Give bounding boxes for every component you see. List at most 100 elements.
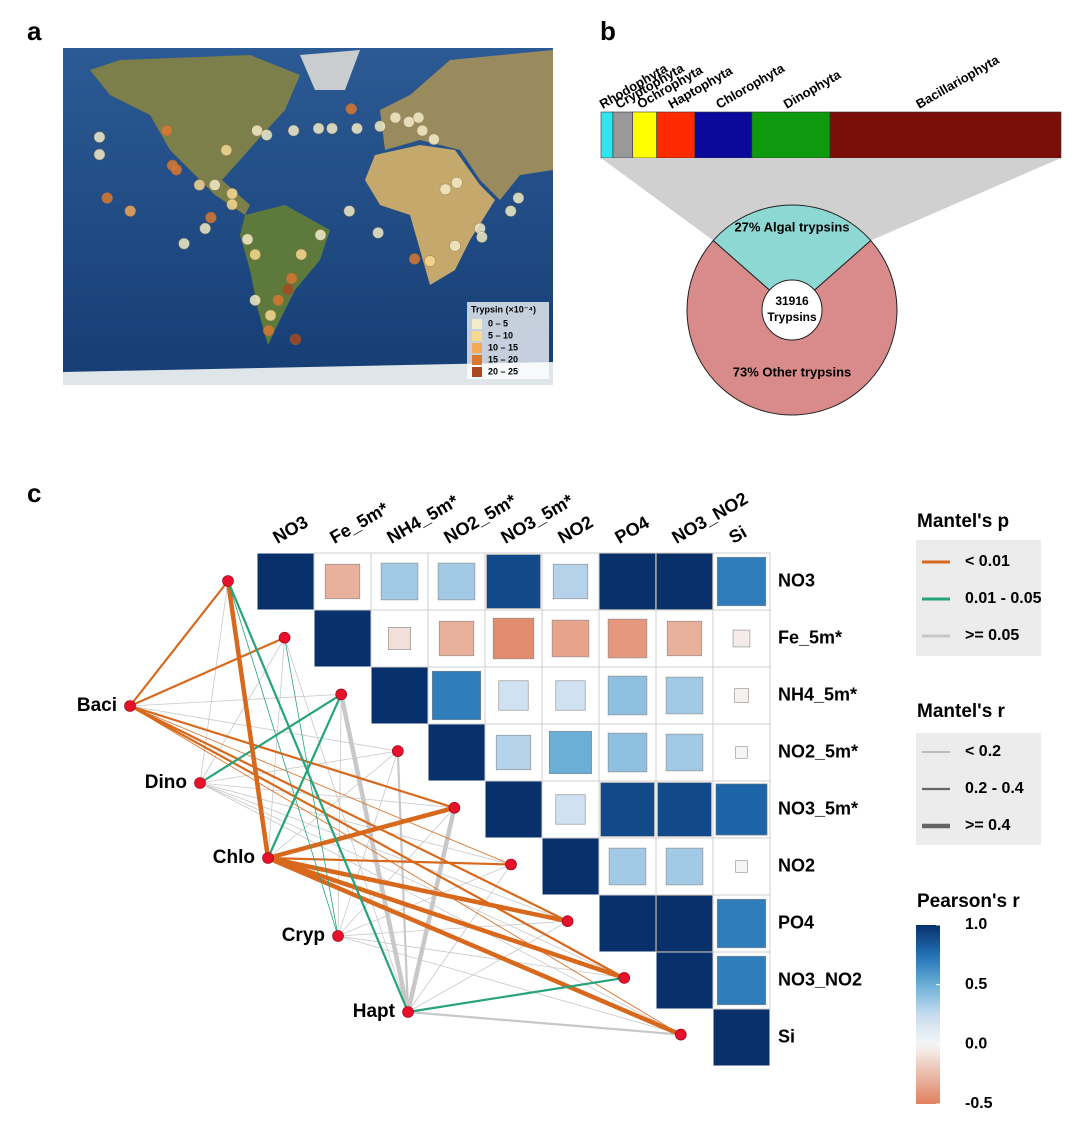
bar-segment	[829, 111, 1062, 159]
center-label: Trypsins	[767, 310, 817, 324]
env-node	[561, 915, 574, 928]
row-label: NO3_NO2	[778, 969, 862, 989]
mantel-link	[225, 580, 271, 859]
panel-letter: c	[27, 478, 41, 508]
env-node	[505, 858, 517, 871]
taxon-label: Baci	[77, 695, 117, 716]
mantel-link	[129, 704, 455, 809]
corr-square	[371, 667, 428, 724]
legend-label: >= 0.4	[965, 817, 1010, 834]
corr-square	[485, 781, 542, 838]
mantel-link	[199, 782, 512, 865]
row-label: PO4	[778, 912, 814, 932]
mantel-link	[407, 920, 568, 1013]
legend-swatch	[472, 367, 482, 377]
pie-wedge	[712, 204, 872, 311]
corr-square	[715, 783, 768, 836]
legend-swatch	[472, 331, 482, 341]
sample-point	[124, 205, 136, 217]
sample-point	[476, 231, 488, 243]
colorbar-title: Pearson's r	[917, 891, 1020, 912]
mantel-link	[129, 705, 512, 865]
sample-point	[178, 237, 190, 250]
map-background	[63, 48, 553, 385]
legend-label: 0.2 - 0.4	[965, 780, 1024, 797]
corr-square	[551, 619, 590, 658]
sample-point	[249, 294, 261, 306]
sample-point	[449, 240, 461, 252]
mantel-link	[199, 782, 625, 979]
sample-point	[287, 124, 300, 137]
legend-swatch	[472, 319, 482, 329]
segment-label: Bacillariophyta	[913, 52, 1002, 112]
mantel-link	[407, 1010, 681, 1036]
taxon-label: Dino	[145, 772, 187, 793]
mantel-link	[199, 782, 455, 809]
legend-label: 15 – 20	[488, 354, 518, 364]
mantel-link	[338, 693, 411, 1013]
sample-point	[226, 187, 238, 200]
corr-square	[665, 676, 704, 715]
legend-swatch	[472, 355, 482, 365]
legend-label: 0.01 - 0.05	[965, 590, 1042, 607]
panel-letter: a	[27, 16, 42, 46]
env-node	[278, 631, 291, 644]
corr-square	[314, 610, 371, 667]
row-label: Si	[778, 1026, 795, 1046]
env-node	[391, 745, 404, 757]
sample-point	[505, 205, 517, 217]
colorbar	[916, 925, 940, 1104]
corr-square	[735, 746, 748, 759]
mantel-link	[129, 705, 682, 1035]
sample-point	[389, 111, 402, 124]
sample-point	[161, 124, 173, 137]
mantel-link	[337, 694, 342, 937]
corr-square	[608, 847, 647, 886]
legend-title: Mantel's r	[917, 701, 1006, 722]
sample-point	[282, 283, 294, 296]
pie-center	[761, 279, 823, 341]
sample-point	[272, 294, 284, 306]
mantel-link	[267, 856, 512, 866]
corr-square	[555, 680, 586, 711]
row-label: NO3_5m*	[778, 798, 858, 818]
map-legend-title: Trypsin (×10⁻⁴)	[471, 304, 536, 314]
sample-point	[312, 122, 325, 135]
bar-segment	[751, 111, 831, 159]
corr-square	[666, 620, 703, 657]
column-label: Si	[725, 522, 750, 548]
corr-square	[486, 554, 541, 609]
sample-point	[199, 222, 211, 235]
colorbar-label: 1.0	[965, 916, 987, 933]
bar-segment	[612, 111, 634, 159]
legend-title: Mantel's p	[917, 511, 1009, 532]
sample-point	[351, 122, 363, 135]
mantel-link	[337, 807, 455, 937]
corr-square	[657, 782, 712, 837]
env-node	[335, 688, 348, 701]
corr-square	[431, 670, 482, 721]
center-label: 31916	[775, 294, 809, 308]
mantel-link	[267, 637, 285, 859]
bar-segment	[656, 111, 696, 159]
bar-segment	[632, 111, 657, 159]
corr-square	[324, 563, 361, 600]
legend-label: 10 – 15	[488, 342, 518, 352]
colorbar-label: 0.0	[965, 1036, 987, 1053]
corr-square	[607, 675, 648, 716]
corr-square	[555, 794, 586, 825]
legend-label: < 0.2	[965, 743, 1001, 760]
sample-point	[416, 124, 429, 137]
sample-point	[93, 148, 106, 161]
colorbar-label: 0.5	[965, 976, 987, 993]
sample-point	[289, 333, 302, 346]
taxon-label: Cryp	[282, 925, 325, 946]
mantel-link	[129, 694, 342, 707]
bar-segment	[600, 111, 614, 159]
sample-point	[220, 144, 233, 156]
mantel-link	[129, 705, 625, 979]
sample-point	[260, 129, 273, 141]
sample-point	[264, 309, 277, 322]
mantel-link	[405, 807, 457, 1013]
